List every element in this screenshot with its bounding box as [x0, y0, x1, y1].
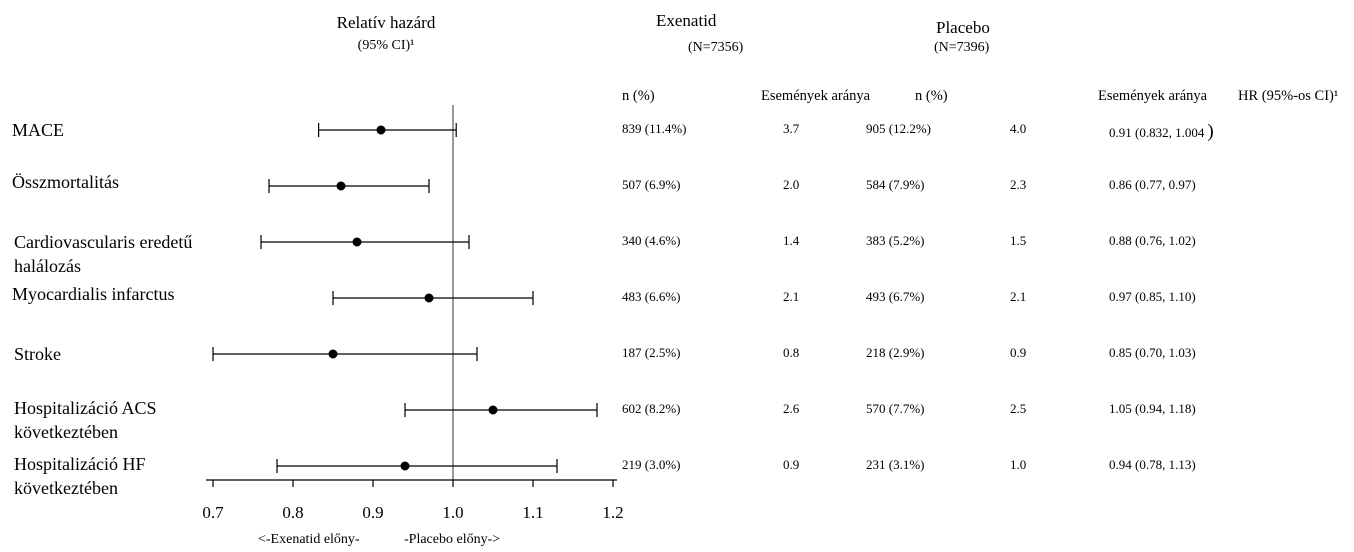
x-axis-tick-label: 0.9	[362, 503, 383, 522]
cell-exe-n: 507 (6.9%)	[622, 177, 681, 192]
cell-pla-n: 383 (5.2%)	[866, 233, 925, 248]
cell-exe-rate: 2.6	[783, 401, 800, 416]
cell-pla-n: 584 (7.9%)	[866, 177, 925, 192]
row-label: Cardiovascularis eredetű halálozás	[14, 232, 193, 276]
cell-pla-rate: 2.5	[1010, 401, 1027, 416]
cell-pla-rate: 1.5	[1010, 233, 1027, 248]
cell-exe-n: 187 (2.5%)	[622, 345, 681, 360]
cell-exe-rate: 2.0	[783, 177, 800, 192]
cell-pla-rate: 0.9	[1010, 345, 1027, 360]
cell-pla-n: 493 (6.7%)	[866, 289, 925, 304]
cell-pla-n: 231 (3.1%)	[866, 457, 925, 472]
hr-point	[424, 293, 434, 303]
cell-hr: 0.94 (0.78, 1.13)	[1109, 457, 1196, 472]
cell-pla-rate: 1.0	[1010, 457, 1027, 472]
x-axis-tick-label: 1.1	[522, 503, 543, 522]
cell-pla-n: 218 (2.9%)	[866, 345, 925, 360]
cell-exe-n: 602 (8.2%)	[622, 401, 681, 416]
cell-hr: 1.05 (0.94, 1.18)	[1109, 401, 1196, 416]
hr-point	[336, 181, 346, 191]
cell-pla-n: 570 (7.7%)	[866, 401, 925, 416]
cell-pla-n: 905 (12.2%)	[866, 121, 931, 136]
cell-pla-rate: 4.0	[1010, 121, 1027, 136]
col-pla-n: n (%)	[915, 88, 948, 104]
cell-hr: 0.88 (0.76, 1.02)	[1109, 233, 1196, 248]
row-label: Hospitalizáció HF következtében	[14, 454, 146, 498]
row-label: Myocardialis infarctus	[12, 284, 175, 304]
exenatid-header: Exenatid	[656, 11, 717, 30]
placebo-header: Placebo	[936, 18, 990, 37]
plot-title: Relatív hazárd	[336, 13, 436, 32]
x-axis-tick-label: 1.2	[602, 503, 623, 522]
col-pla-rate: Események aránya	[1098, 88, 1208, 104]
cell-exe-rate: 0.8	[783, 345, 800, 360]
placebo-favours-label: -Placebo előny->	[404, 532, 501, 547]
cell-hr: 0.97 (0.85, 1.10)	[1109, 289, 1196, 304]
exenatid-n: (N=7356)	[688, 40, 744, 55]
hr-point	[328, 349, 338, 359]
cell-exe-n: 340 (4.6%)	[622, 233, 681, 248]
row-label: MACE	[12, 120, 65, 140]
cell-pla-rate: 2.3	[1010, 177, 1027, 192]
x-axis-tick-label: 0.7	[202, 503, 224, 522]
col-exe-rate: Események aránya	[761, 88, 871, 104]
cell-hr: 0.85 (0.70, 1.03)	[1109, 345, 1196, 360]
x-axis-tick-label: 0.8	[282, 503, 303, 522]
col-exe-n: n (%)	[622, 88, 655, 104]
cell-exe-rate: 2.1	[783, 289, 800, 304]
cell-exe-n: 219 (3.0%)	[622, 457, 681, 472]
x-axis-tick-label: 1.0	[442, 503, 463, 522]
cell-exe-n: 839 (11.4%)	[622, 121, 687, 136]
cell-exe-rate: 3.7	[783, 121, 800, 136]
exenatid-favours-label: <-Exenatid előny-	[258, 532, 360, 547]
cell-hr: 0.91 (0.832, 1.004)	[1109, 121, 1214, 142]
cell-exe-n: 483 (6.6%)	[622, 289, 681, 304]
hr-point	[352, 237, 362, 247]
row-label: Stroke	[14, 344, 61, 364]
placebo-n: (N=7396)	[934, 40, 990, 55]
row-label: Összmortalitás	[12, 172, 119, 192]
cell-pla-rate: 2.1	[1010, 289, 1027, 304]
cell-hr-closing-paren: )	[1207, 121, 1214, 142]
cell-hr: 0.86 (0.77, 0.97)	[1109, 177, 1196, 192]
hr-point	[400, 461, 410, 471]
cell-exe-rate: 0.9	[783, 457, 800, 472]
plot-subtitle: (95% CI)¹	[357, 38, 415, 53]
col-hr: HR (95%-os CI)¹	[1238, 88, 1339, 104]
cell-exe-rate: 1.4	[783, 233, 800, 248]
row-label: Hospitalizáció ACS következtében	[14, 398, 157, 442]
hr-point	[376, 125, 386, 135]
hr-point	[488, 405, 498, 415]
